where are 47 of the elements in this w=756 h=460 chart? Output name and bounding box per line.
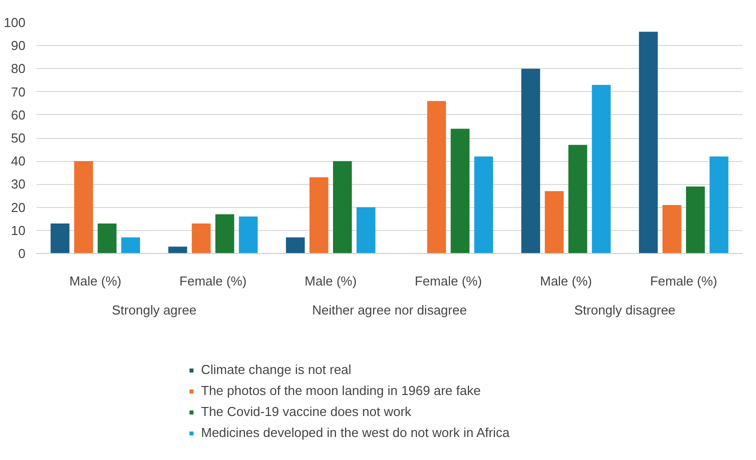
legend-label: Climate change is not real: [201, 362, 352, 377]
legend-label: Medicines developed in the west do not work in Africa: [201, 425, 510, 440]
bar: [521, 68, 540, 254]
y-tick-label: 50: [11, 130, 26, 146]
bar: [662, 204, 682, 254]
x-tick-label: Male (%): [304, 274, 357, 288]
bar: [686, 186, 705, 254]
x-tick-label: Male (%): [540, 274, 592, 288]
bar: [592, 84, 611, 254]
legend-label: The photos of the moon landing in 1969 are fake: [201, 383, 481, 398]
bar: [427, 101, 446, 254]
bar: [74, 161, 93, 254]
bar: [710, 156, 728, 254]
y-tick-label: 70: [11, 84, 26, 100]
bar: [215, 214, 234, 254]
bar: [238, 216, 258, 254]
x-tick-label: Female (%): [414, 274, 482, 288]
bar: [50, 223, 70, 254]
bar: [544, 191, 564, 254]
y-tick-label: 80: [11, 61, 26, 76]
bar: [474, 156, 494, 254]
bar: [168, 246, 188, 254]
bar: [286, 237, 305, 254]
y-tick-label: 0: [18, 246, 26, 261]
bar: [121, 237, 140, 254]
bar: [192, 223, 211, 254]
bar: [356, 207, 376, 254]
y-tick-label: 10: [11, 222, 26, 238]
text: Strongly disagree: [574, 302, 676, 318]
y-tick-label: 30: [11, 176, 26, 192]
text: Neither agree nor disagree: [312, 302, 467, 318]
bar: [333, 161, 352, 254]
x-tick-label: Female (%): [179, 274, 247, 288]
y-tick-label: 60: [11, 107, 26, 122]
text: Strongly agree: [112, 302, 196, 318]
y-tick-label: 90: [11, 38, 26, 54]
bar: [98, 223, 117, 254]
bar: [450, 128, 470, 254]
x-tick-label: Male (%): [69, 274, 122, 288]
y-tick-label: 100: [4, 15, 26, 30]
bar: [309, 177, 328, 254]
y-tick-label: 40: [11, 154, 26, 169]
y-tick-label: 20: [11, 200, 26, 215]
x-tick-label: Female (%): [650, 274, 718, 288]
legend-label: The Covid-19 vaccine does not work: [201, 404, 412, 419]
bar: [568, 144, 588, 254]
bar: [638, 32, 658, 254]
